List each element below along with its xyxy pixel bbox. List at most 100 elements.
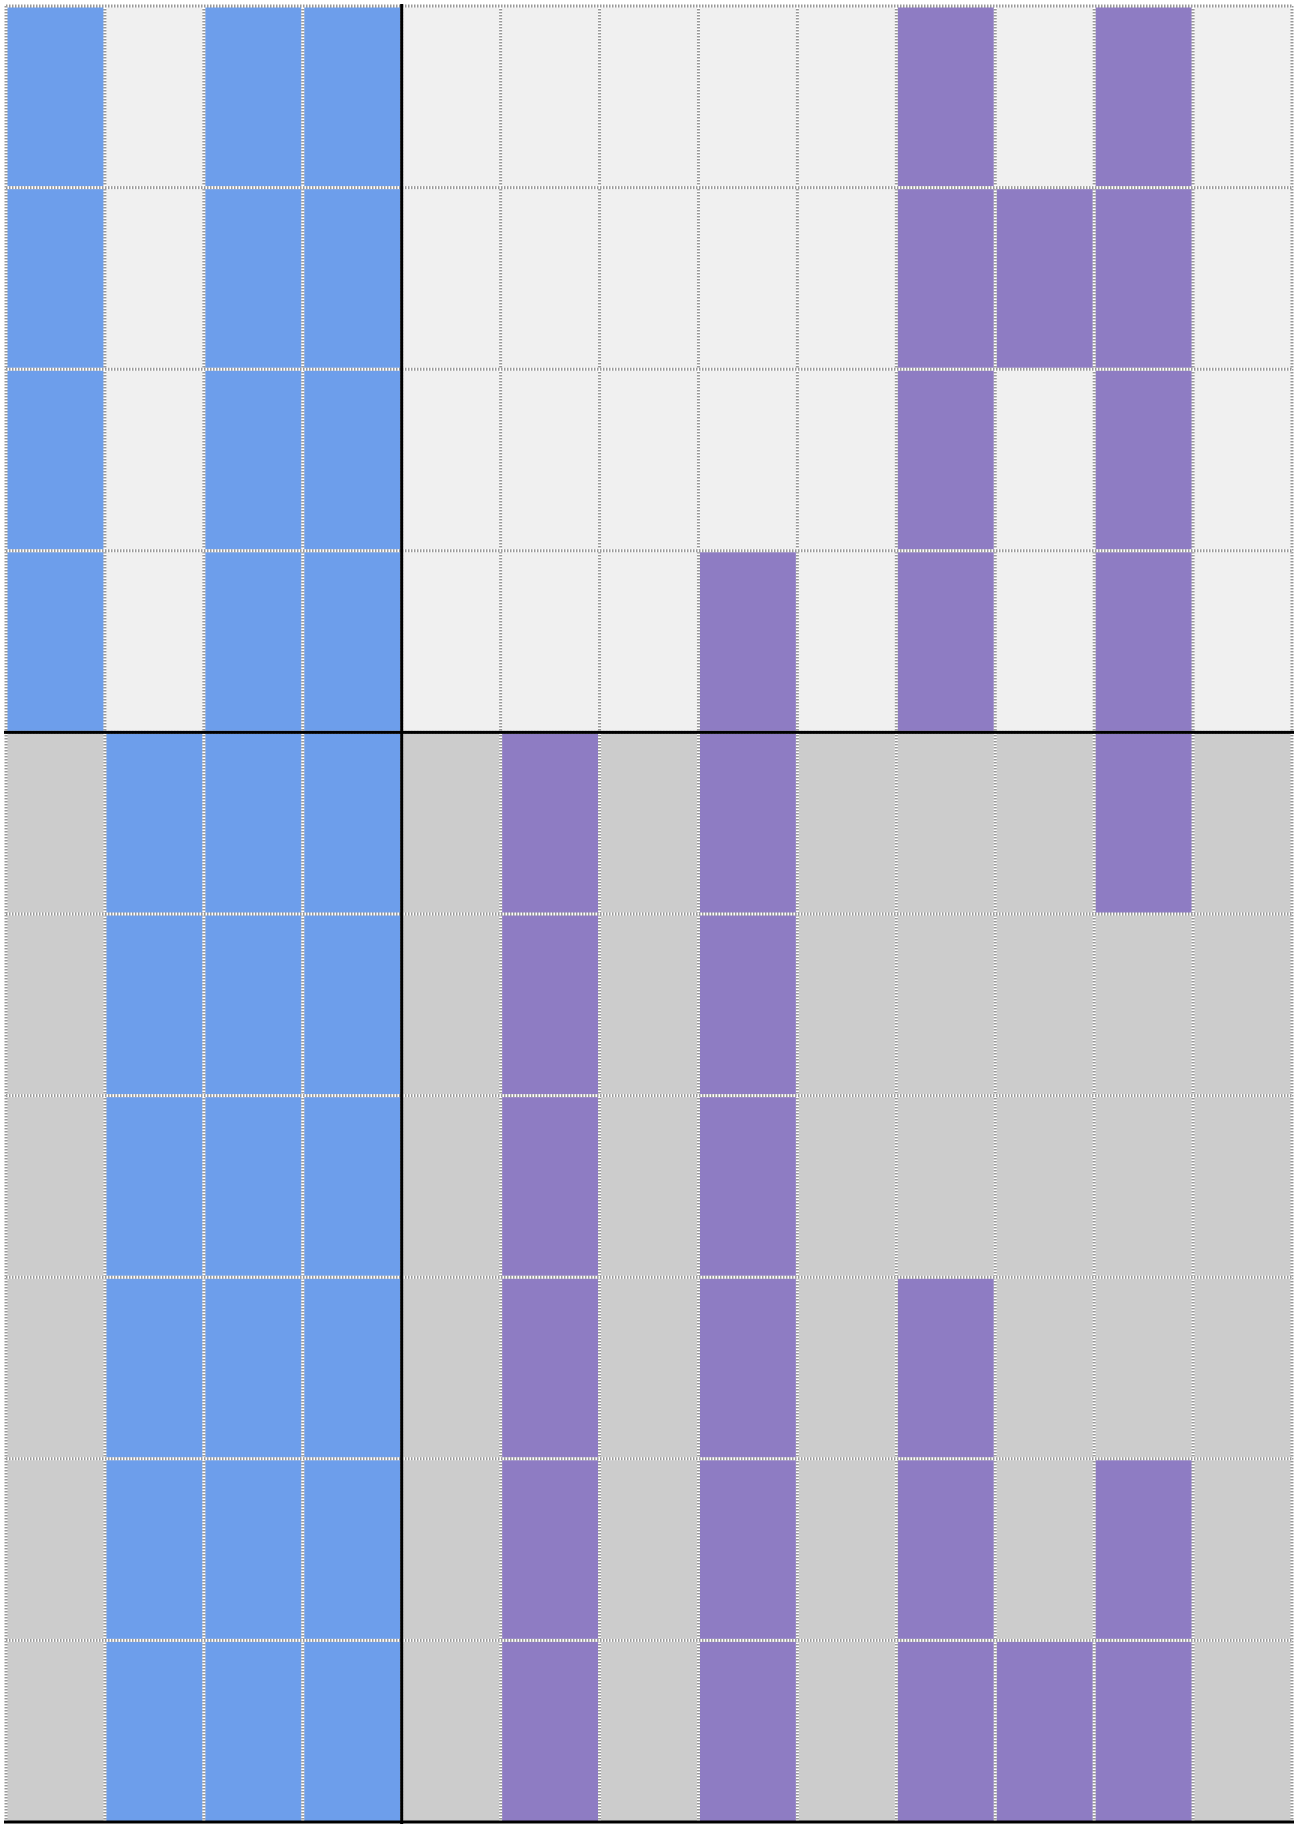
cell[interactable] bbox=[203, 1458, 303, 1641]
cell[interactable] bbox=[302, 1277, 402, 1459]
cell[interactable] bbox=[1193, 914, 1292, 1096]
cell[interactable] bbox=[500, 1095, 600, 1278]
cell[interactable] bbox=[104, 1277, 204, 1459]
cell[interactable] bbox=[599, 1277, 699, 1459]
cell[interactable] bbox=[6, 914, 105, 1096]
cell[interactable] bbox=[1094, 1640, 1194, 1822]
cell[interactable] bbox=[302, 1458, 402, 1641]
cell[interactable] bbox=[203, 369, 303, 551]
cell[interactable] bbox=[896, 1095, 996, 1278]
cell[interactable] bbox=[203, 1095, 303, 1278]
cell[interactable] bbox=[302, 369, 402, 551]
cell[interactable] bbox=[203, 550, 303, 733]
cell[interactable] bbox=[896, 914, 996, 1096]
cell[interactable] bbox=[104, 550, 204, 733]
cell[interactable] bbox=[797, 550, 897, 733]
cell[interactable] bbox=[797, 1277, 897, 1459]
cell[interactable] bbox=[896, 187, 996, 370]
cell[interactable] bbox=[203, 732, 303, 914]
cell[interactable] bbox=[104, 187, 204, 370]
cell[interactable] bbox=[500, 550, 600, 733]
cell[interactable] bbox=[203, 1640, 303, 1822]
cell[interactable] bbox=[599, 550, 699, 733]
cell[interactable] bbox=[401, 1095, 501, 1278]
cell[interactable] bbox=[896, 1640, 996, 1822]
cell[interactable] bbox=[896, 732, 996, 914]
cell[interactable] bbox=[896, 6, 996, 188]
cell[interactable] bbox=[995, 1277, 1095, 1459]
cell[interactable] bbox=[1193, 550, 1292, 733]
cell[interactable] bbox=[995, 732, 1095, 914]
cell[interactable] bbox=[698, 914, 798, 1096]
cell[interactable] bbox=[896, 369, 996, 551]
cell[interactable] bbox=[797, 187, 897, 370]
cell[interactable] bbox=[698, 550, 798, 733]
cell[interactable] bbox=[698, 187, 798, 370]
cell[interactable] bbox=[302, 1095, 402, 1278]
cell[interactable] bbox=[698, 6, 798, 188]
cell[interactable] bbox=[401, 1458, 501, 1641]
cell[interactable] bbox=[500, 187, 600, 370]
cell[interactable] bbox=[698, 1640, 798, 1822]
cell[interactable] bbox=[401, 550, 501, 733]
cell[interactable] bbox=[104, 1640, 204, 1822]
cell[interactable] bbox=[599, 6, 699, 188]
cell[interactable] bbox=[104, 732, 204, 914]
cell[interactable] bbox=[302, 732, 402, 914]
cell[interactable] bbox=[302, 1640, 402, 1822]
cell[interactable] bbox=[797, 1640, 897, 1822]
cell[interactable] bbox=[6, 1640, 105, 1822]
cell[interactable] bbox=[797, 732, 897, 914]
cell[interactable] bbox=[1193, 187, 1292, 370]
cell[interactable] bbox=[1193, 1095, 1292, 1278]
cell[interactable] bbox=[104, 914, 204, 1096]
cell[interactable] bbox=[6, 732, 105, 914]
cell[interactable] bbox=[6, 369, 105, 551]
cell[interactable] bbox=[203, 914, 303, 1096]
cell[interactable] bbox=[104, 369, 204, 551]
cell[interactable] bbox=[6, 1458, 105, 1641]
cell[interactable] bbox=[599, 1095, 699, 1278]
cell[interactable] bbox=[1193, 1458, 1292, 1641]
cell[interactable] bbox=[1193, 1277, 1292, 1459]
cell[interactable] bbox=[104, 1095, 204, 1278]
cell[interactable] bbox=[1094, 1095, 1194, 1278]
cell[interactable] bbox=[1094, 914, 1194, 1096]
cell[interactable] bbox=[6, 550, 105, 733]
cell[interactable] bbox=[599, 369, 699, 551]
cell[interactable] bbox=[203, 187, 303, 370]
cell[interactable] bbox=[599, 732, 699, 914]
cell[interactable] bbox=[698, 732, 798, 914]
cell[interactable] bbox=[995, 550, 1095, 733]
cell[interactable] bbox=[1094, 550, 1194, 733]
cell[interactable] bbox=[995, 1640, 1095, 1822]
cell[interactable] bbox=[6, 6, 105, 188]
cell[interactable] bbox=[104, 6, 204, 188]
cell[interactable] bbox=[302, 550, 402, 733]
cell[interactable] bbox=[797, 1458, 897, 1641]
cell[interactable] bbox=[1193, 732, 1292, 914]
cell[interactable] bbox=[995, 1095, 1095, 1278]
cell[interactable] bbox=[1193, 1640, 1292, 1822]
cell[interactable] bbox=[896, 1277, 996, 1459]
cell[interactable] bbox=[995, 1458, 1095, 1641]
cell[interactable] bbox=[896, 1458, 996, 1641]
cell[interactable] bbox=[698, 1277, 798, 1459]
cell[interactable] bbox=[599, 187, 699, 370]
cell[interactable] bbox=[797, 6, 897, 188]
cell[interactable] bbox=[6, 187, 105, 370]
cell[interactable] bbox=[797, 914, 897, 1096]
cell[interactable] bbox=[599, 1458, 699, 1641]
cell[interactable] bbox=[1094, 187, 1194, 370]
cell[interactable] bbox=[401, 914, 501, 1096]
cell[interactable] bbox=[698, 1095, 798, 1278]
cell[interactable] bbox=[1193, 369, 1292, 551]
cell[interactable] bbox=[302, 6, 402, 188]
cell[interactable] bbox=[6, 1277, 105, 1459]
cell[interactable] bbox=[302, 187, 402, 370]
cell[interactable] bbox=[401, 732, 501, 914]
cell[interactable] bbox=[500, 914, 600, 1096]
cell[interactable] bbox=[500, 1458, 600, 1641]
cell[interactable] bbox=[203, 6, 303, 188]
cell[interactable] bbox=[401, 6, 501, 188]
